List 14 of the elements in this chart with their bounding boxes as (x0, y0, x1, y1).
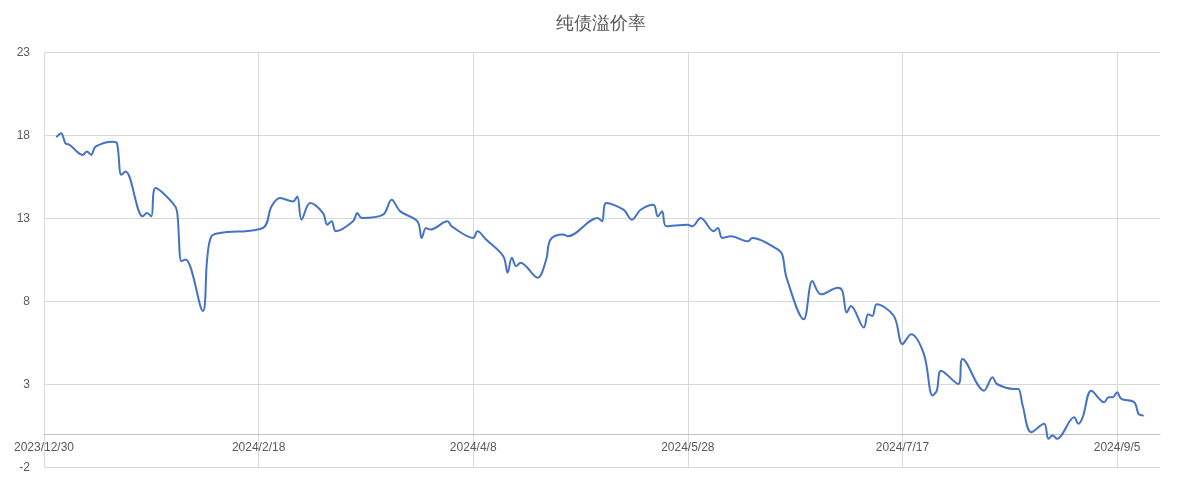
chart-title: 纯债溢价率 (555, 11, 646, 33)
x-tick-label: 2024/2/18 (231, 440, 286, 454)
y-tick-label: 23 (16, 45, 31, 59)
x-tick-label: 2024/9/5 (1093, 440, 1141, 454)
x-tick-label: 2024/7/17 (875, 440, 930, 454)
y-tick-label: 3 (23, 377, 31, 391)
x-tick-label: 2024/4/8 (449, 440, 497, 454)
y-tick-label: -2 (19, 460, 31, 474)
y-tick-label: 13 (16, 211, 31, 225)
x-tick-label: 2023/12/30 (13, 440, 75, 454)
line-series (55, 132, 1144, 440)
y-tick-label: 8 (23, 294, 31, 308)
y-tick-label: 18 (16, 128, 31, 142)
x-tick-label: 2024/5/28 (661, 440, 715, 454)
